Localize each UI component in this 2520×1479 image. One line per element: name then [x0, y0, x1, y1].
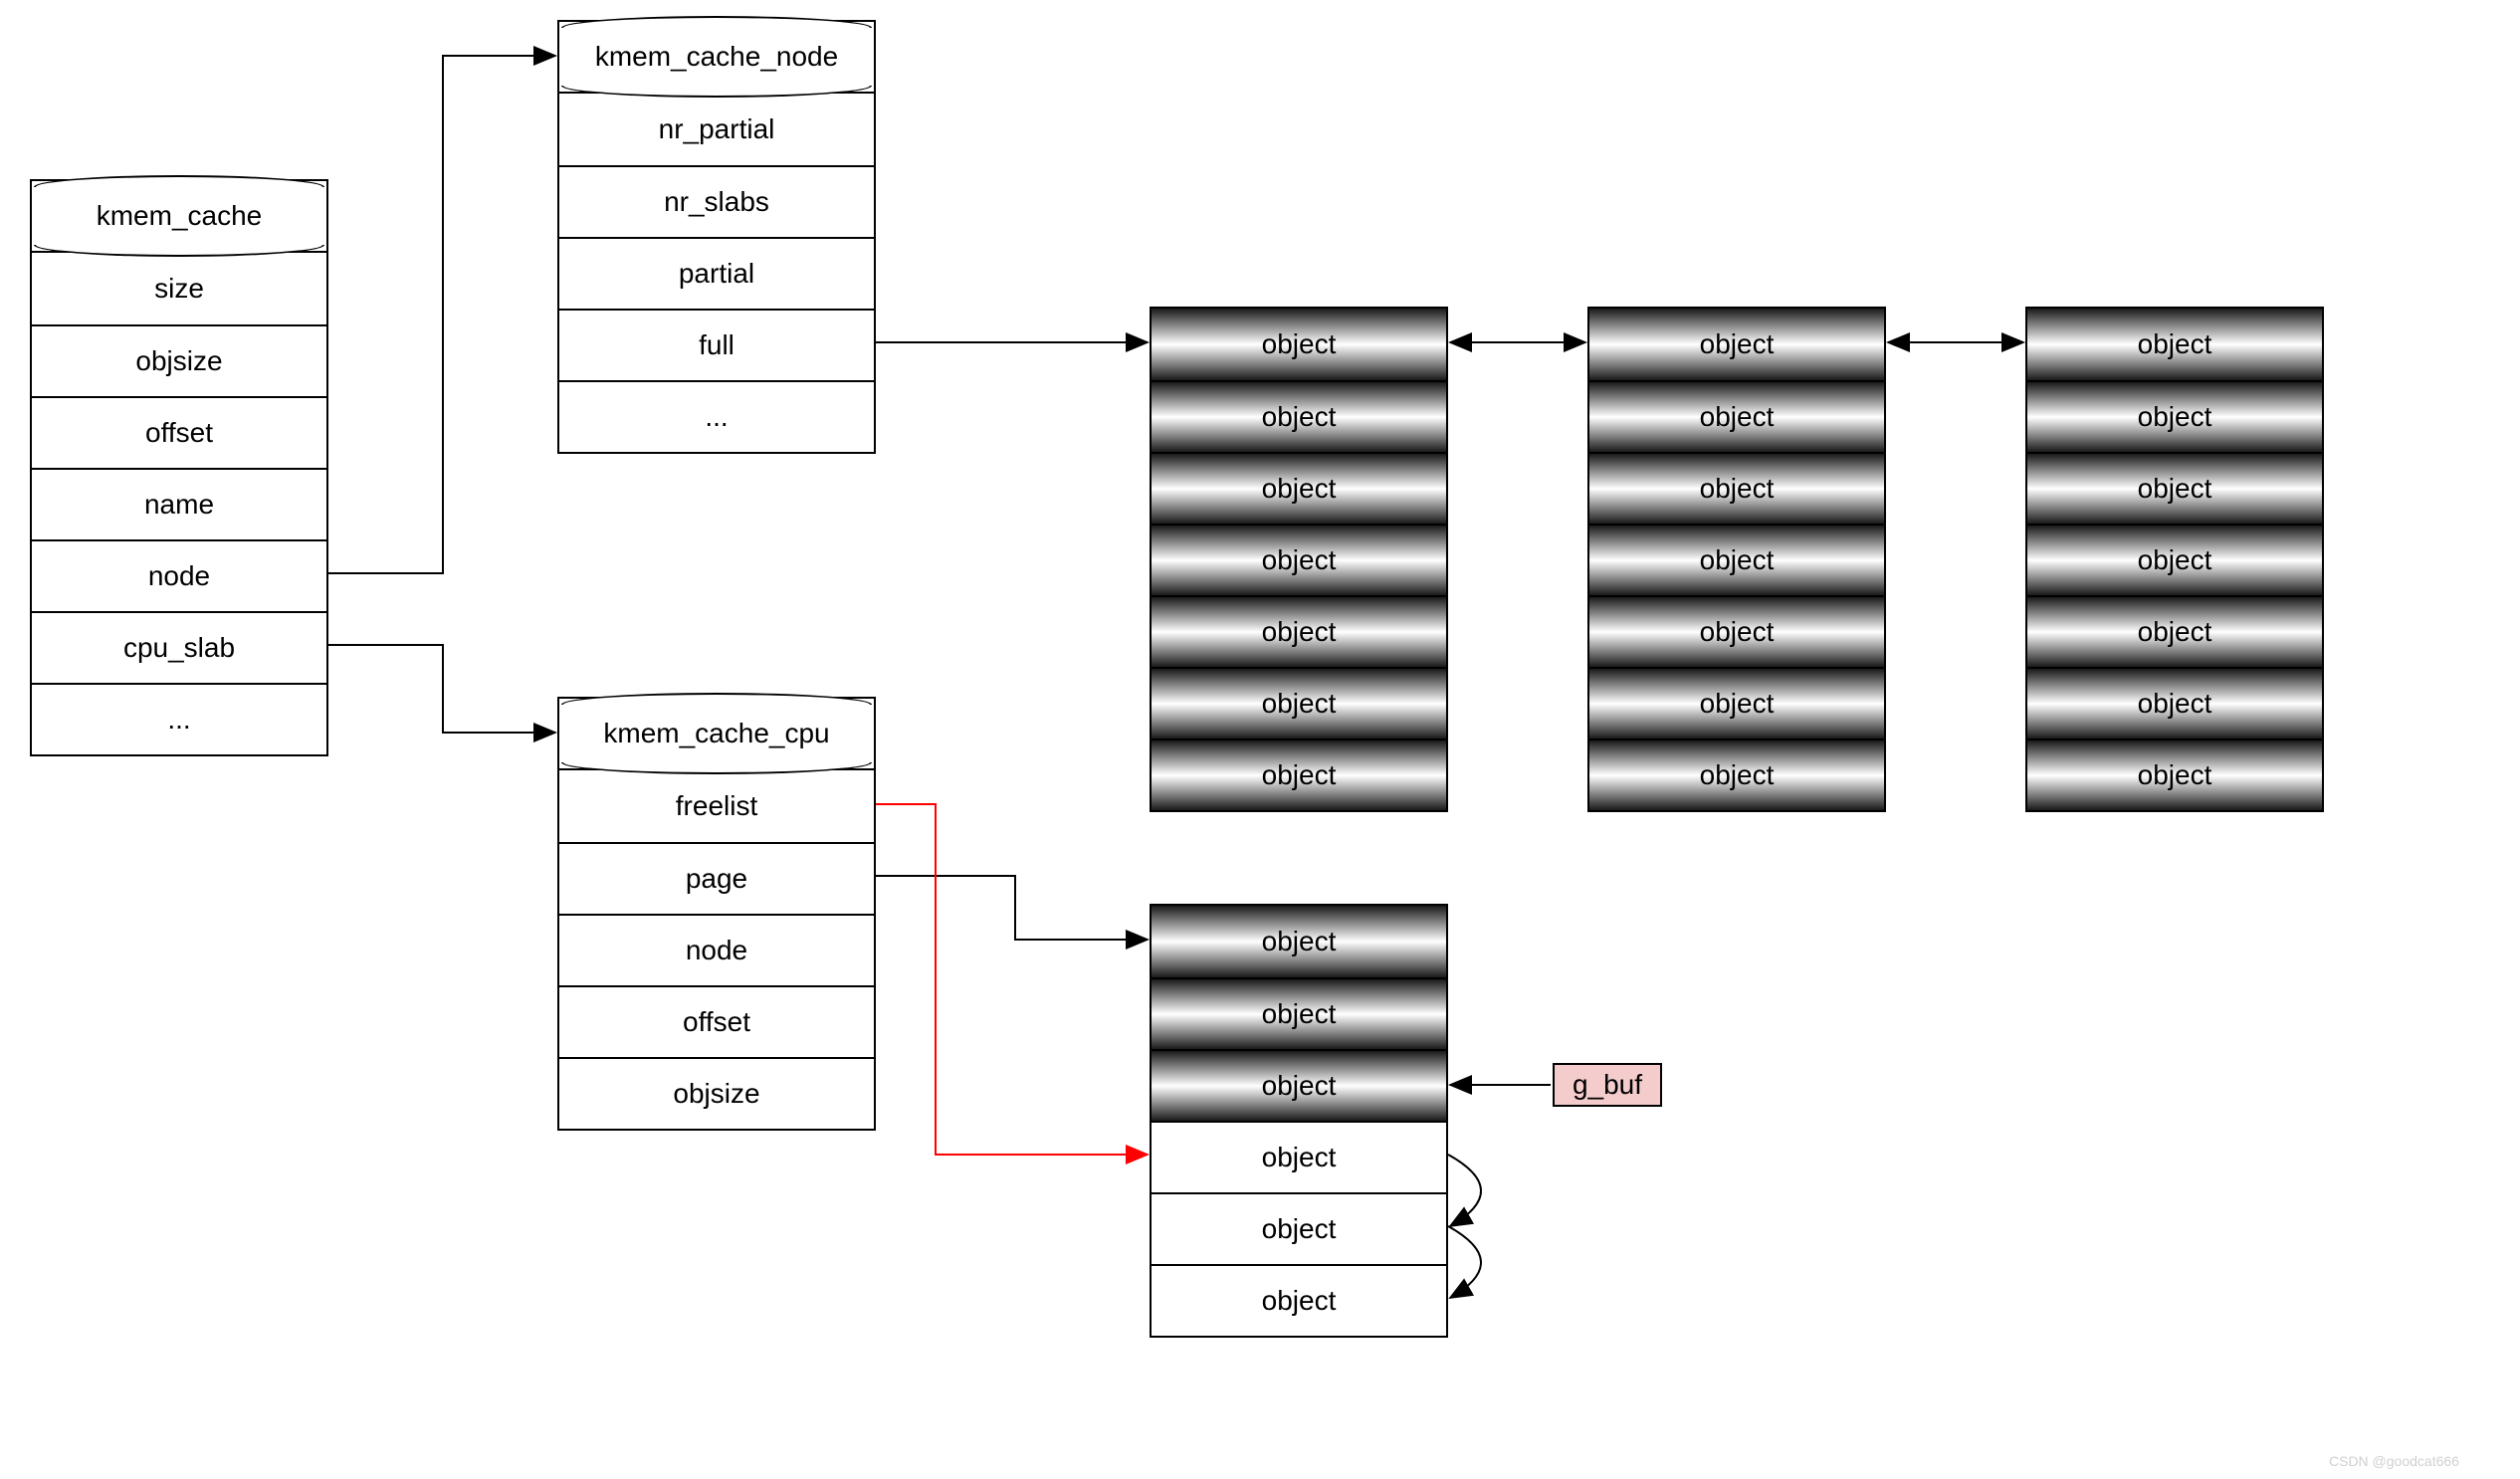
obj-row: object — [1152, 380, 1446, 452]
kc-field-name: name — [32, 468, 326, 539]
obj-row: object — [2027, 739, 2322, 810]
arrow-freelist-to-free — [876, 804, 1148, 1155]
object-stack-1: object object object object object objec… — [1150, 307, 1448, 812]
obj-row: object — [2027, 524, 2322, 595]
obj-row: object — [1152, 739, 1446, 810]
obj-row: object — [1589, 380, 1884, 452]
kmem-cache-header: kmem_cache — [30, 179, 328, 251]
page-obj-row-free: object — [1152, 1192, 1446, 1264]
kcn-field-full: full — [559, 309, 874, 380]
kcn-field-nrpartial: nr_partial — [559, 94, 874, 165]
page-obj-row-free: object — [1152, 1264, 1446, 1336]
kmem-cache-node-header: kmem_cache_node — [557, 20, 876, 92]
kmem-cache-node-body: nr_partial nr_slabs partial full ... — [557, 92, 876, 454]
obj-row: object — [2027, 380, 2322, 452]
obj-row: object — [1589, 667, 1884, 739]
obj-row: object — [1152, 524, 1446, 595]
obj-row: object — [2027, 452, 2322, 524]
page-stack: object object object object object objec… — [1150, 904, 1448, 1338]
obj-row: object — [1589, 595, 1884, 667]
obj-row: object — [2027, 595, 2322, 667]
kc-field-more: ... — [32, 683, 326, 754]
obj-row: object — [2027, 667, 2322, 739]
kmem-cache-cpu-body: freelist page node offset objsize — [557, 768, 876, 1131]
obj-row: object — [1152, 309, 1446, 380]
arrow-freechain-2 — [1448, 1226, 1481, 1298]
kcc-field-page: page — [559, 842, 874, 914]
obj-row: object — [2027, 309, 2322, 380]
page-obj-row: object — [1152, 906, 1446, 977]
kc-field-cpuslab: cpu_slab — [32, 611, 326, 683]
kcc-field-offset: offset — [559, 985, 874, 1057]
kcn-field-nrslabs: nr_slabs — [559, 165, 874, 237]
page-obj-row: object — [1152, 977, 1446, 1049]
obj-row: object — [1152, 452, 1446, 524]
gbuf-box: g_buf — [1553, 1063, 1662, 1107]
obj-row: object — [1152, 667, 1446, 739]
page-obj-row-free: object — [1152, 1121, 1446, 1192]
object-stack-2: object object object object object objec… — [1587, 307, 1886, 812]
arrow-freechain-1 — [1448, 1155, 1481, 1226]
kc-field-objsize: objsize — [32, 324, 326, 396]
kc-field-node: node — [32, 539, 326, 611]
obj-row: object — [1152, 595, 1446, 667]
kcc-field-freelist: freelist — [559, 770, 874, 842]
gbuf-label: g_buf — [1573, 1069, 1642, 1101]
obj-row: object — [1589, 524, 1884, 595]
kc-field-size: size — [32, 253, 326, 324]
obj-row: object — [1589, 739, 1884, 810]
kcn-field-partial: partial — [559, 237, 874, 309]
arrow-node-to-kcnode — [328, 56, 555, 573]
object-stack-3: object object object object object objec… — [2025, 307, 2324, 812]
kmem-cache-node-title: kmem_cache_node — [595, 41, 838, 73]
obj-row: object — [1589, 452, 1884, 524]
kcn-field-more: ... — [559, 380, 874, 452]
kmem-cache-cpu-title: kmem_cache_cpu — [603, 718, 829, 749]
kcc-field-node: node — [559, 914, 874, 985]
arrow-page-to-pagestack — [876, 876, 1148, 940]
page-obj-row: object — [1152, 1049, 1446, 1121]
watermark: CSDN @goodcat666 — [2329, 1453, 2459, 1469]
arrow-cpuslab-to-kccpu — [328, 645, 555, 733]
kmem-cache-cpu-header: kmem_cache_cpu — [557, 697, 876, 768]
kmem-cache-title: kmem_cache — [97, 200, 263, 232]
kmem-cache-body: size objsize offset name node cpu_slab .… — [30, 251, 328, 756]
kc-field-offset: offset — [32, 396, 326, 468]
kcc-field-objsize: objsize — [559, 1057, 874, 1129]
obj-row: object — [1589, 309, 1884, 380]
